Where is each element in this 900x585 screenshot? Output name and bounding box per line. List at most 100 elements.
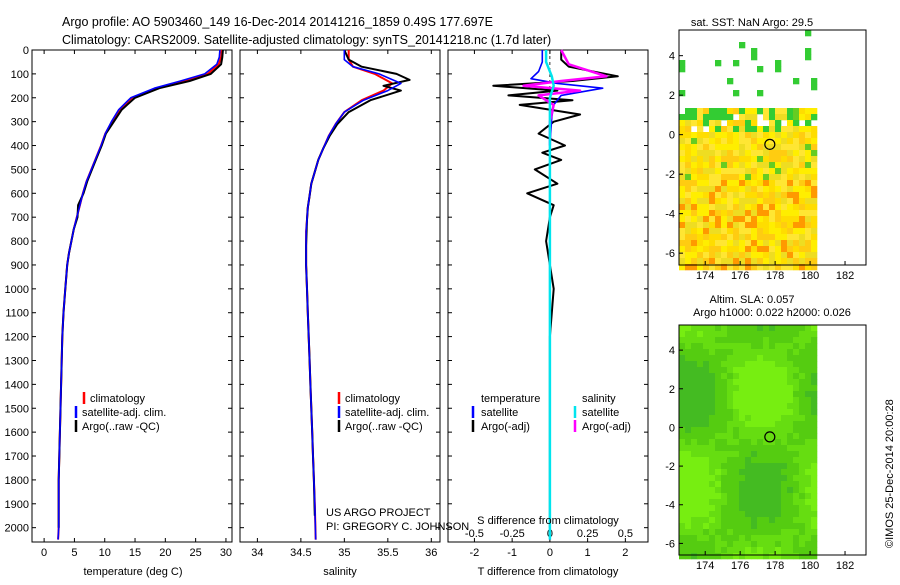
map-cell bbox=[775, 174, 782, 181]
map-frame bbox=[678, 29, 867, 266]
map-cell bbox=[739, 132, 746, 139]
map-cell bbox=[721, 385, 728, 392]
map-cell bbox=[733, 511, 740, 518]
map-cell bbox=[799, 361, 806, 368]
map-cell bbox=[757, 361, 764, 368]
map-cell bbox=[805, 457, 812, 464]
map-cell bbox=[805, 216, 812, 223]
map-cell bbox=[805, 168, 812, 175]
map-cell bbox=[685, 325, 692, 332]
map-cell bbox=[811, 210, 818, 217]
map-cell bbox=[769, 451, 776, 458]
map-cell bbox=[733, 234, 740, 241]
map-cell bbox=[787, 144, 794, 151]
map-cell bbox=[787, 240, 794, 247]
map-cell bbox=[811, 138, 818, 145]
map-cell bbox=[799, 198, 806, 205]
map-cell bbox=[763, 553, 770, 560]
x-tick-label: 10 bbox=[99, 547, 111, 559]
map-cell bbox=[691, 186, 698, 193]
map-cell bbox=[727, 228, 734, 235]
map-cell bbox=[709, 156, 716, 163]
map-cell bbox=[781, 258, 788, 265]
map-cell bbox=[799, 114, 806, 121]
map-cell bbox=[757, 150, 764, 157]
map-cell bbox=[715, 523, 722, 530]
map-cell bbox=[787, 397, 794, 404]
map-cell bbox=[745, 343, 752, 350]
map-cell bbox=[703, 451, 710, 458]
map-cell bbox=[679, 162, 686, 169]
map-cell bbox=[805, 373, 812, 380]
map-cell bbox=[805, 114, 812, 121]
map-cell bbox=[733, 445, 740, 452]
map-cell bbox=[715, 433, 722, 440]
map-cell bbox=[787, 192, 794, 199]
map-cell bbox=[739, 409, 746, 416]
map-cell bbox=[769, 553, 776, 560]
x-tick-label: -1 bbox=[507, 547, 517, 559]
y-tick-label: 2 bbox=[669, 90, 675, 102]
map-cell bbox=[793, 240, 800, 247]
map-cell bbox=[763, 451, 770, 458]
map-cell bbox=[685, 511, 692, 518]
map-cell bbox=[787, 433, 794, 440]
map-cell bbox=[727, 409, 734, 416]
map-cell bbox=[733, 409, 740, 416]
map-cell bbox=[763, 210, 770, 217]
map-cell bbox=[733, 379, 740, 386]
map-cell bbox=[697, 168, 704, 175]
y-tick-label: 0 bbox=[669, 422, 675, 434]
map-cell bbox=[787, 373, 794, 380]
map-cell bbox=[763, 174, 770, 181]
map-cell bbox=[727, 493, 734, 500]
map-cell bbox=[757, 186, 764, 193]
map-cell bbox=[757, 180, 764, 187]
map-cell bbox=[787, 457, 794, 464]
map-cell bbox=[787, 180, 794, 187]
map-cell bbox=[775, 66, 782, 73]
map-cell bbox=[805, 258, 812, 265]
x-tick-label-salinity: -0.25 bbox=[500, 528, 525, 540]
map-cell bbox=[751, 547, 758, 554]
map-cell bbox=[709, 216, 716, 223]
x-tick-label: 0 bbox=[547, 547, 553, 559]
map-cell bbox=[727, 529, 734, 536]
map-cell bbox=[703, 114, 710, 121]
map-cell bbox=[811, 108, 818, 115]
map-cell bbox=[727, 511, 734, 518]
map-cell bbox=[733, 541, 740, 548]
map-cell bbox=[727, 385, 734, 392]
map-cell bbox=[781, 397, 788, 404]
map-cell bbox=[745, 144, 752, 151]
map-cell bbox=[769, 481, 776, 488]
map-cell bbox=[703, 475, 710, 482]
map-cell bbox=[697, 180, 704, 187]
map-cell bbox=[715, 222, 722, 229]
map-cell bbox=[739, 114, 746, 121]
map-cell bbox=[805, 162, 812, 169]
map-cell bbox=[709, 463, 716, 470]
difference-chart: -2 -1 0 1 2-0.5 -0.25 0 0.25 0.5 bbox=[448, 49, 648, 559]
map-cell bbox=[787, 331, 794, 338]
map-cell bbox=[799, 373, 806, 380]
map-cell bbox=[787, 168, 794, 175]
map-cell bbox=[679, 391, 686, 398]
map-cell bbox=[805, 343, 812, 350]
map-cell bbox=[703, 445, 710, 452]
map-cell bbox=[679, 451, 686, 458]
map-cell bbox=[787, 511, 794, 518]
temperature-legend: climatology satellite-adj. clim. Argo(..… bbox=[74, 392, 166, 433]
map-cell bbox=[721, 192, 728, 199]
map-cell bbox=[793, 391, 800, 398]
map-cell bbox=[709, 361, 716, 368]
map-cell bbox=[721, 168, 728, 175]
map-cell bbox=[697, 523, 704, 530]
map-cell bbox=[727, 349, 734, 356]
map-cell bbox=[805, 415, 812, 422]
map-cell bbox=[703, 120, 710, 127]
map-cell bbox=[775, 252, 782, 259]
map-cell bbox=[781, 541, 788, 548]
map-cell bbox=[757, 168, 764, 175]
map-cell bbox=[733, 499, 740, 506]
